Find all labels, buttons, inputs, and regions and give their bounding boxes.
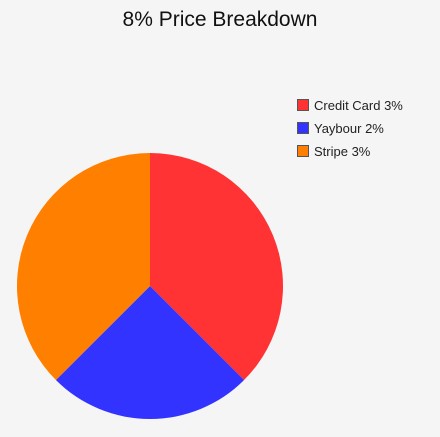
- legend: Credit Card 3% Yaybour 2% Stripe 3%: [297, 96, 403, 165]
- legend-item-credit-card: Credit Card 3%: [297, 96, 403, 114]
- legend-label-credit-card: Credit Card 3%: [314, 97, 403, 113]
- legend-item-yaybour: Yaybour 2%: [297, 119, 403, 137]
- pie-slice-yaybour: [55, 286, 245, 420]
- chart-title: 8% Price Breakdown: [122, 8, 318, 31]
- pie-slices: [16, 153, 284, 420]
- legend-item-stripe: Stripe 3%: [297, 142, 403, 160]
- pie-slice-stripe: [16, 153, 151, 381]
- legend-swatch-yaybour: [297, 122, 309, 134]
- pie-slice-credit: [150, 153, 284, 381]
- legend-swatch-credit-card: [297, 99, 309, 111]
- legend-label-yaybour: Yaybour 2%: [314, 120, 384, 136]
- legend-label-stripe: Stripe 3%: [314, 143, 371, 159]
- legend-swatch-stripe: [297, 145, 309, 157]
